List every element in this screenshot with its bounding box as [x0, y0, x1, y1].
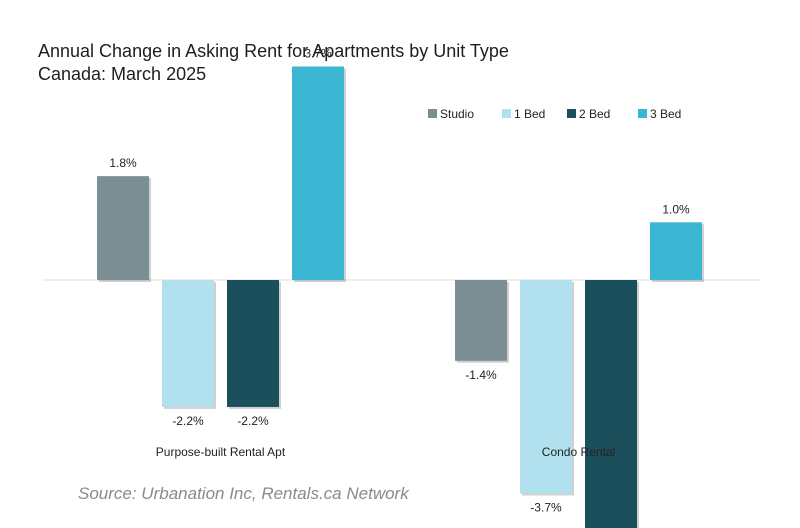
legend-swatch-1-bed: [502, 109, 511, 118]
data-label-2-bed-0: -2.2%: [237, 414, 269, 428]
legend-swatch-3-bed: [638, 109, 647, 118]
data-label-studio-1: -1.4%: [465, 368, 497, 382]
bar-studio-1: [455, 280, 507, 361]
data-label-1-bed-1: -3.7%: [530, 500, 562, 514]
legend-label-2-bed: 2 Bed: [579, 107, 610, 121]
legend-swatch-studio: [428, 109, 437, 118]
category-label-1: Condo Rental: [542, 445, 615, 459]
bar-3-bed-0: [292, 66, 344, 280]
category-label-0: Purpose-built Rental Apt: [156, 445, 286, 459]
data-label-1-bed-0: -2.2%: [172, 414, 204, 428]
legend-label-studio: Studio: [440, 107, 474, 121]
legend-swatch-2-bed: [567, 109, 576, 118]
bar-2-bed-0: [227, 280, 279, 407]
chart-subtitle: Canada: March 2025: [38, 64, 207, 84]
bar-3-bed-1: [650, 222, 702, 280]
data-label-studio-0: 1.8%: [109, 156, 137, 170]
chart-title-block: Annual Change in Asking Rent for Apartme…: [38, 40, 509, 86]
bar-studio-0: [97, 176, 149, 280]
legend-label-1-bed: 1 Bed: [514, 107, 545, 121]
chart-title: Annual Change in Asking Rent for Apartme…: [38, 41, 509, 61]
legend-label-3-bed: 3 Bed: [650, 107, 681, 121]
bar-1-bed-0: [162, 280, 214, 407]
bar-1-bed-1: [520, 280, 572, 494]
bar-2-bed-1: [585, 280, 637, 528]
data-label-3-bed-0: 3.7%: [304, 47, 332, 61]
source-note: Source: Urbanation Inc, Rentals.ca Netwo…: [78, 484, 409, 503]
data-label-3-bed-1: 1.0%: [662, 202, 690, 216]
